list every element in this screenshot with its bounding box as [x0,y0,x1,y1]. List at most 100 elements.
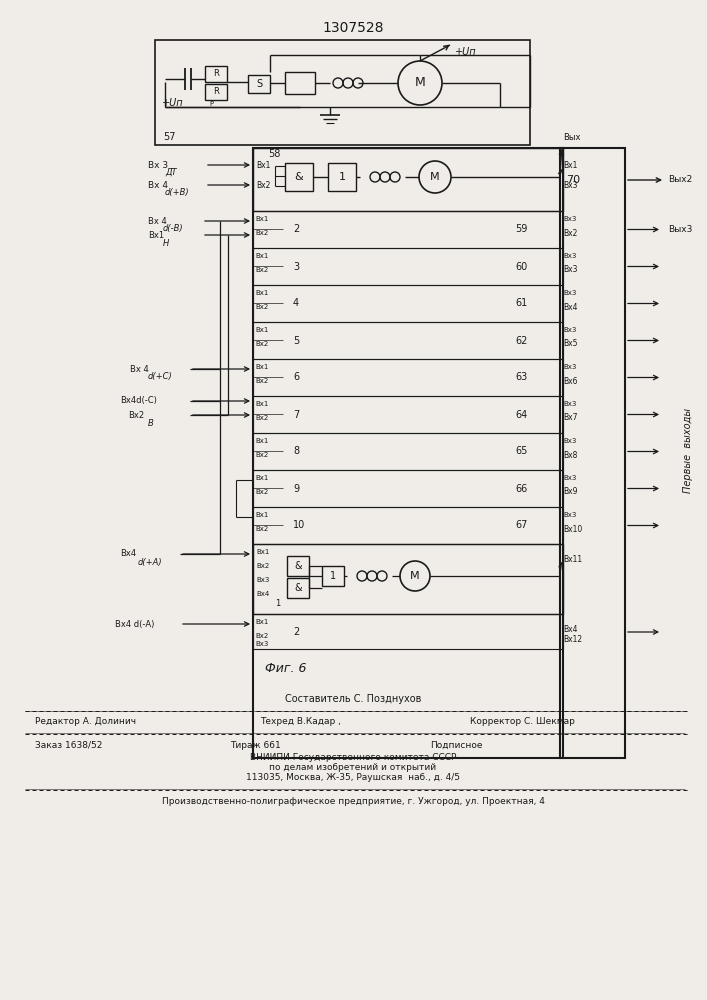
Bar [253,470,563,507]
Text: Вх1: Вх1 [255,512,269,518]
Text: Вх4d(-C): Вх4d(-C) [120,396,157,406]
Text: Вх1: Вх1 [255,401,269,407]
Text: S: S [256,79,262,89]
Text: Вх1: Вх1 [563,161,578,170]
Text: Редактор А. Долинич: Редактор А. Долинич [35,716,136,726]
Text: Н: Н [163,238,169,247]
Text: Вх1: Вх1 [256,549,269,555]
Text: 57: 57 [163,132,175,142]
Text: &: & [295,172,303,182]
Text: Вх2: Вх2 [255,230,268,236]
Text: Вх2: Вх2 [255,633,268,639]
Text: M: M [410,571,420,581]
Text: Вх2: Вх2 [255,452,268,458]
Bar [205,84,227,100]
Text: Вх3: Вх3 [563,290,576,296]
Text: 1: 1 [339,172,346,182]
Bar [248,75,270,93]
Text: Вх3: Вх3 [255,641,269,647]
Text: Вх2: Вх2 [256,182,270,190]
Bar [205,66,227,82]
Text: Вх1: Вх1 [256,161,270,170]
Bar [322,566,344,586]
Text: Вх3: Вх3 [563,401,576,407]
Text: Вх3: Вх3 [563,475,576,481]
Text: Вх2: Вх2 [255,341,268,347]
Text: R: R [213,70,219,79]
Text: 58: 58 [268,149,281,159]
Text: 61: 61 [515,298,527,308]
Text: 64: 64 [515,410,527,420]
Text: 113035, Москва, Ж-35, Раушская  наб., д. 4/5: 113035, Москва, Ж-35, Раушская наб., д. … [246,772,460,782]
Text: Вх 4: Вх 4 [130,364,148,373]
Text: Вх2: Вх2 [255,304,268,310]
Bar [253,211,563,248]
Text: +Uп: +Uп [162,98,184,108]
Bar [253,148,563,758]
Text: Вх4 d(-А): Вх4 d(-А) [115,619,154,629]
Bar [253,433,563,470]
Text: Вх2: Вх2 [256,563,269,569]
Text: d(-B): d(-B) [163,225,184,233]
Text: Вх2: Вх2 [255,489,268,495]
Text: Вх1: Вх1 [255,253,269,259]
Text: Вых: Вых [563,133,580,142]
Bar [253,148,563,211]
Text: 2: 2 [293,225,299,234]
Text: Составитель С. Позднухов: Составитель С. Позднухов [285,694,421,704]
Text: Вх 4: Вх 4 [148,180,168,190]
Text: Вх12: Вх12 [563,635,582,644]
Text: Вх9: Вх9 [563,488,578,496]
Text: 4: 4 [293,298,299,308]
Text: Вх8: Вх8 [563,450,578,460]
Bar [253,248,563,285]
Text: Вх 3: Вх 3 [148,160,168,169]
Text: Вх1: Вх1 [255,290,269,296]
Text: Техред В.Кадар ,: Техред В.Кадар , [260,716,341,726]
Text: 8: 8 [293,446,299,456]
Text: Вх1: Вх1 [148,231,164,239]
Text: Вх2: Вх2 [255,415,268,421]
Bar [287,578,309,598]
Text: &: & [294,583,302,593]
Text: 1: 1 [330,571,336,581]
Bar [253,396,563,433]
Bar [287,556,309,576]
Text: Вх3: Вх3 [563,512,576,518]
Text: Вх2: Вх2 [255,267,268,273]
Text: Вх3: Вх3 [256,577,269,583]
Bar [560,148,625,758]
Text: Вых2: Вых2 [668,176,692,184]
Text: Вых3: Вых3 [668,225,692,234]
Bar [253,544,563,614]
Text: Вх11: Вх11 [563,554,582,564]
Bar [253,614,563,649]
Text: d(+C): d(+C) [148,372,173,381]
Text: 9: 9 [293,484,299,493]
Text: d(+B): d(+B) [165,188,189,198]
Text: 7: 7 [293,410,299,420]
Text: Вх6: Вх6 [563,376,578,385]
Text: Производственно-полиграфическое предприятие, г. Ужгород, ул. Проектная, 4: Производственно-полиграфическое предприя… [162,796,544,806]
Bar [253,359,563,396]
Text: Вх5: Вх5 [563,340,578,349]
Text: Вх7: Вх7 [563,414,578,422]
Text: Вх4: Вх4 [256,591,269,597]
Text: Вх3: Вх3 [563,253,576,259]
Text: +Uп: +Uп [455,47,477,57]
Text: Вх1: Вх1 [255,327,269,333]
Text: 1307528: 1307528 [322,21,384,35]
Text: Вх2: Вх2 [255,378,268,384]
Text: 59: 59 [515,225,527,234]
Text: d(+A): d(+A) [138,558,163,566]
Text: ВНИИПИ Государственного комитета СССР: ВНИИПИ Государственного комитета СССР [250,752,456,762]
Bar [285,72,315,94]
Text: 65: 65 [515,446,527,456]
Text: 10: 10 [293,520,305,530]
Text: ДТ: ДТ [165,167,177,176]
Bar [285,163,313,191]
Text: Вх4: Вх4 [120,550,136,558]
Text: Вх3: Вх3 [563,265,578,274]
Text: R: R [213,88,219,97]
Text: 2: 2 [293,627,299,637]
